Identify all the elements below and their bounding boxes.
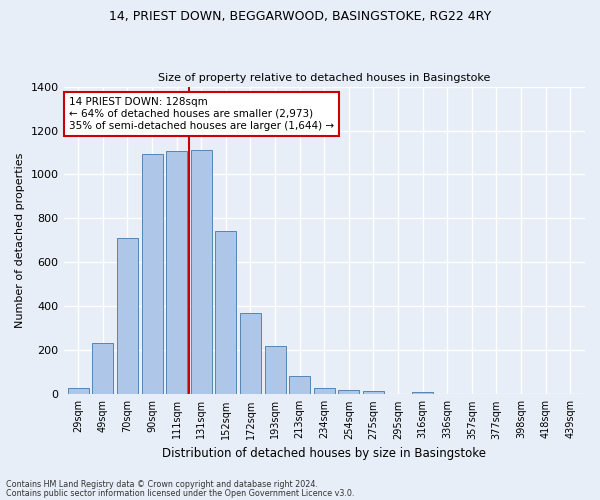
Title: Size of property relative to detached houses in Basingstoke: Size of property relative to detached ho… — [158, 73, 490, 83]
Bar — [412, 392, 433, 394]
Bar — [92, 342, 113, 394]
Bar — [265, 346, 286, 395]
Bar — [314, 388, 335, 394]
Text: 14 PRIEST DOWN: 128sqm
← 64% of detached houses are smaller (2,973)
35% of semi-: 14 PRIEST DOWN: 128sqm ← 64% of detached… — [69, 98, 334, 130]
Y-axis label: Number of detached properties: Number of detached properties — [15, 152, 25, 328]
X-axis label: Distribution of detached houses by size in Basingstoke: Distribution of detached houses by size … — [162, 447, 486, 460]
Text: Contains HM Land Registry data © Crown copyright and database right 2024.: Contains HM Land Registry data © Crown c… — [6, 480, 318, 489]
Bar — [117, 238, 138, 394]
Bar — [289, 376, 310, 394]
Bar — [215, 230, 236, 394]
Bar — [68, 388, 89, 394]
Bar — [191, 150, 212, 394]
Bar — [338, 390, 359, 394]
Bar — [142, 154, 163, 394]
Bar — [240, 313, 261, 394]
Bar — [363, 391, 384, 394]
Text: Contains public sector information licensed under the Open Government Licence v3: Contains public sector information licen… — [6, 488, 355, 498]
Bar — [166, 152, 187, 394]
Text: 14, PRIEST DOWN, BEGGARWOOD, BASINGSTOKE, RG22 4RY: 14, PRIEST DOWN, BEGGARWOOD, BASINGSTOKE… — [109, 10, 491, 23]
